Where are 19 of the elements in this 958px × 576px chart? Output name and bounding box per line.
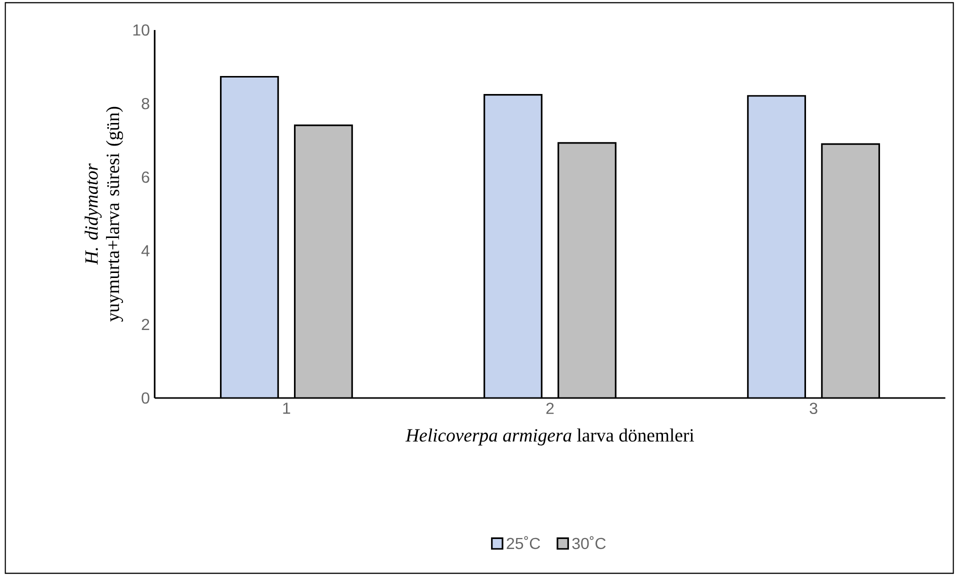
y-tick-label: 8 (142, 98, 150, 110)
y-tick-label: 2 (142, 318, 150, 330)
x-tick-label: 1 (283, 402, 290, 414)
bar (558, 142, 616, 398)
bar (747, 95, 806, 398)
bar (294, 125, 352, 398)
y-tick-label: 4 (141, 245, 150, 256)
y-axis-title: H. didymator yuymurta+larva süresi (gün) (84, 106, 124, 322)
bar (821, 143, 880, 398)
x-axis-title: Helicoverpa armigera larva dönemleri (405, 428, 694, 446)
y-tick-label: 0 (142, 392, 150, 404)
bar (484, 94, 542, 398)
x-tick-label: 3 (810, 402, 818, 414)
x-tick-label: 2 (546, 402, 554, 414)
y-tick-label: 10 (133, 24, 150, 36)
legend-label: 30˚C (572, 536, 606, 550)
y-tick-label: 6 (142, 172, 150, 183)
bar (220, 76, 278, 398)
legend-label: 25˚C (506, 536, 540, 550)
